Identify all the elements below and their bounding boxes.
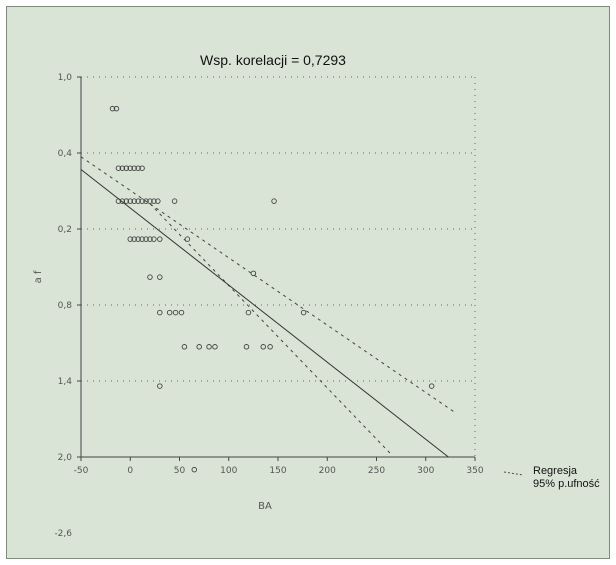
- x-tick-label: 250: [368, 466, 385, 476]
- x-tick-label: 100: [220, 466, 237, 476]
- data-point: [131, 165, 137, 171]
- x-tick-label: 350: [466, 466, 483, 476]
- data-point: [123, 165, 130, 171]
- legend-swatch: [503, 471, 524, 476]
- data-point: [271, 198, 277, 204]
- data-point: [151, 198, 157, 204]
- data-point: [131, 198, 137, 204]
- data-point: [212, 344, 218, 350]
- data-point: [119, 198, 126, 204]
- x-axis-label: BA: [258, 501, 272, 512]
- data-point: [115, 198, 122, 204]
- data-point: [181, 344, 188, 350]
- data-point: [157, 236, 163, 242]
- data-point: [157, 383, 163, 389]
- regression-line: [80, 169, 449, 458]
- data-point: [123, 198, 130, 204]
- data-point: [151, 236, 157, 242]
- data-point: [115, 165, 122, 171]
- x-tick-label: 150: [269, 466, 286, 476]
- data-point: [131, 236, 137, 242]
- data-point: [147, 198, 153, 204]
- data-point: [428, 383, 435, 389]
- data-point: [300, 309, 307, 316]
- data-point: [135, 165, 141, 171]
- data-point: [267, 344, 273, 350]
- data-point: [113, 105, 120, 112]
- scatter-chart: Wsp. korelacji = 0,7293 1,0 0,4 0,2 0,8 1,4 2…: [33, 52, 600, 539]
- x-tick-label: -50: [74, 466, 89, 476]
- data-point: [260, 344, 266, 350]
- data-point: [178, 309, 185, 316]
- data-point: [119, 165, 126, 171]
- x-tick-label: 50: [174, 466, 186, 476]
- data-point: [196, 344, 202, 350]
- y-tick-label: 0,8: [58, 301, 73, 311]
- data-point: [155, 198, 161, 204]
- data-point: [139, 165, 145, 171]
- data-point: [184, 236, 191, 242]
- confidence-lower-line: [149, 203, 392, 455]
- x-tick-label: 0: [127, 466, 133, 476]
- chart-title: Wsp. korelacji = 0,7293: [200, 52, 346, 68]
- data-point: [139, 236, 145, 242]
- data-point: [127, 165, 133, 171]
- y-tick-label: 1,0: [58, 73, 73, 83]
- confidence-upper-line: [80, 156, 456, 414]
- data-point: [127, 236, 133, 242]
- x-tick-label: 200: [319, 466, 336, 476]
- data-point: [172, 309, 179, 316]
- data-point: [171, 198, 178, 204]
- x-tick-label: 300: [417, 466, 434, 476]
- y-tick-label: 2,0: [58, 453, 73, 463]
- legend-regression: Regresja: [533, 465, 578, 477]
- y-tick-label: -2,6: [54, 529, 72, 539]
- legend: Regresja 95% p.ufność: [503, 465, 600, 490]
- data-point: [147, 274, 153, 280]
- data-point: [135, 198, 141, 204]
- legend-confidence: 95% p.ufność: [533, 478, 600, 490]
- y-axis-label: a f: [33, 270, 44, 283]
- data-point: [243, 344, 250, 350]
- data-point: [147, 236, 153, 242]
- data-point: [139, 198, 145, 204]
- y-tick-label: 1,4: [58, 377, 73, 387]
- data-point: [143, 236, 149, 242]
- data-point: [206, 344, 212, 350]
- data-point: [250, 270, 257, 277]
- chart-frame: Wsp. korelacji = 0,7293 1,0 0,4 0,2 0,8 1,4 2…: [6, 6, 610, 559]
- data-point: [157, 309, 163, 316]
- plot-area: 1,0 0,4 0,2 0,8 1,4 2,0 -2,6 -50 0 50 100 150 200 250…: [54, 73, 483, 539]
- data-point: [166, 309, 173, 316]
- data-point: [143, 198, 149, 204]
- data-point: [245, 309, 252, 316]
- data-point: [135, 236, 141, 242]
- data-point: [109, 105, 116, 112]
- y-tick-label: 0,2: [58, 225, 72, 235]
- y-tick-label: 0,4: [58, 149, 73, 159]
- data-point: [127, 198, 133, 204]
- data-point: [191, 466, 198, 473]
- data-point: [157, 274, 163, 280]
